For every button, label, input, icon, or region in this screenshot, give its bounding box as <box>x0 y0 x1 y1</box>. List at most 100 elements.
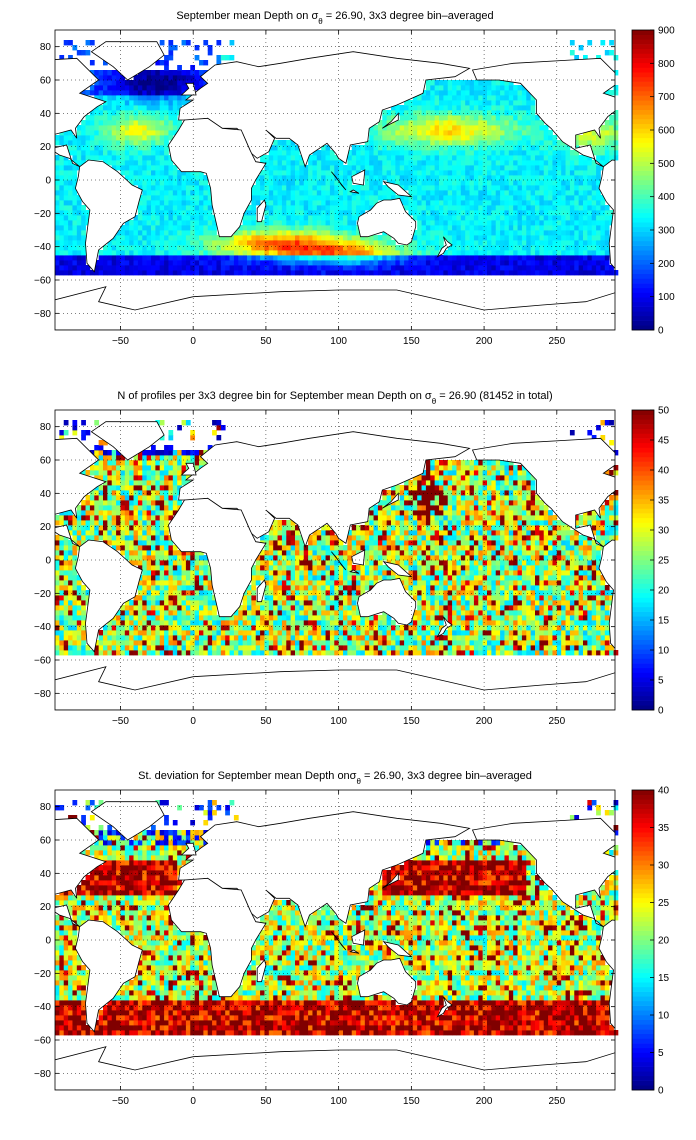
landmass <box>256 199 267 223</box>
bin-cell <box>286 230 292 236</box>
bin-cell <box>190 75 196 81</box>
bin-cell <box>129 640 134 646</box>
bin-cell <box>194 625 200 631</box>
bin-cell <box>369 155 374 161</box>
bin-cell <box>212 615 217 621</box>
bin-cell <box>124 635 130 641</box>
bin-cell <box>508 155 514 161</box>
bin-cell <box>487 610 492 616</box>
bin-cell <box>473 95 479 101</box>
bin-cell <box>478 90 484 96</box>
bin-cell <box>535 185 540 191</box>
bin-cell <box>504 260 510 266</box>
bin-cell <box>556 165 562 171</box>
bin-cell <box>469 605 475 611</box>
bin-cell <box>63 210 69 216</box>
bin-cell <box>373 235 379 241</box>
bin-cell <box>609 40 614 46</box>
bin-cell <box>596 135 601 141</box>
bin-cell <box>430 120 436 126</box>
bin-cell <box>604 225 610 231</box>
bin-cell <box>478 625 484 631</box>
bin-cell <box>369 160 374 166</box>
bin-cell <box>600 130 606 136</box>
bin-cell <box>495 225 501 231</box>
bin-cell <box>107 120 113 126</box>
bin-cell <box>491 95 497 101</box>
bin-cell <box>351 205 357 211</box>
bin-cell <box>190 615 196 621</box>
bin-cell <box>55 185 60 191</box>
bin-cell <box>247 625 252 631</box>
bin-cell <box>295 635 300 641</box>
bin-cell <box>281 140 287 146</box>
bin-cell <box>360 205 366 211</box>
bin-cell <box>565 205 571 211</box>
bin-cell <box>312 210 318 216</box>
bin-cell <box>504 85 510 91</box>
bin-cell <box>382 650 388 656</box>
bin-cell <box>425 255 431 261</box>
bin-cell <box>417 650 422 656</box>
bin-cell <box>255 260 261 266</box>
bin-cell <box>395 145 401 151</box>
bin-cell <box>591 645 597 651</box>
bin-cell <box>386 250 392 256</box>
bin-cell <box>404 185 409 191</box>
bin-cell <box>142 160 148 166</box>
bin-cell <box>583 645 588 651</box>
bin-cell <box>543 190 549 196</box>
bin-cell <box>146 115 152 121</box>
bin-cell <box>59 205 65 211</box>
bin-cell <box>177 255 182 261</box>
bin-cell <box>521 95 527 101</box>
bin-cell <box>574 235 580 241</box>
bin-cell <box>155 240 161 246</box>
colorbar-tick-label: 500 <box>658 159 675 170</box>
bin-cell <box>68 140 73 146</box>
bin-cell <box>177 235 182 241</box>
bin-cell <box>98 75 104 81</box>
bin-cell <box>508 85 514 91</box>
bin-cell <box>85 120 91 126</box>
bin-cell <box>404 170 409 176</box>
bin-cell <box>408 160 414 166</box>
bin-cell <box>482 225 488 231</box>
bin-cell <box>491 120 497 126</box>
bin-cell <box>76 135 82 141</box>
bin-cell <box>574 650 580 656</box>
bin-cell <box>517 260 523 266</box>
bin-cell <box>482 150 488 156</box>
bin-cell <box>295 160 300 166</box>
bin-cell <box>260 625 265 631</box>
bin-cell <box>295 190 300 196</box>
bin-cell <box>308 195 313 201</box>
bin-cell <box>172 45 178 51</box>
bin-cell <box>225 235 230 241</box>
bin-cell <box>465 200 470 206</box>
bin-cell <box>255 630 261 636</box>
bin-cell <box>199 610 204 616</box>
bin-cell <box>408 255 414 261</box>
bin-cell <box>98 120 104 126</box>
bin-cell <box>535 125 540 131</box>
bin-cell <box>425 175 431 181</box>
bin-cell <box>460 105 466 111</box>
bin-cell <box>347 265 353 271</box>
bin-cell <box>316 610 322 616</box>
bin-cell <box>591 200 597 206</box>
bin-cell <box>425 150 431 156</box>
bin-cell <box>404 250 409 256</box>
bin-cell <box>364 250 370 256</box>
bin-cell <box>360 150 366 156</box>
bin-cell <box>55 635 60 641</box>
bin-cell <box>443 190 449 196</box>
bin-cell <box>574 610 580 616</box>
bin-cell <box>421 630 427 636</box>
bin-cell <box>513 175 518 181</box>
bin-cell <box>120 85 126 91</box>
bin-cell <box>487 200 492 206</box>
bin-cell <box>111 120 117 126</box>
bin-cell <box>556 640 562 646</box>
bin-cell <box>469 255 475 261</box>
